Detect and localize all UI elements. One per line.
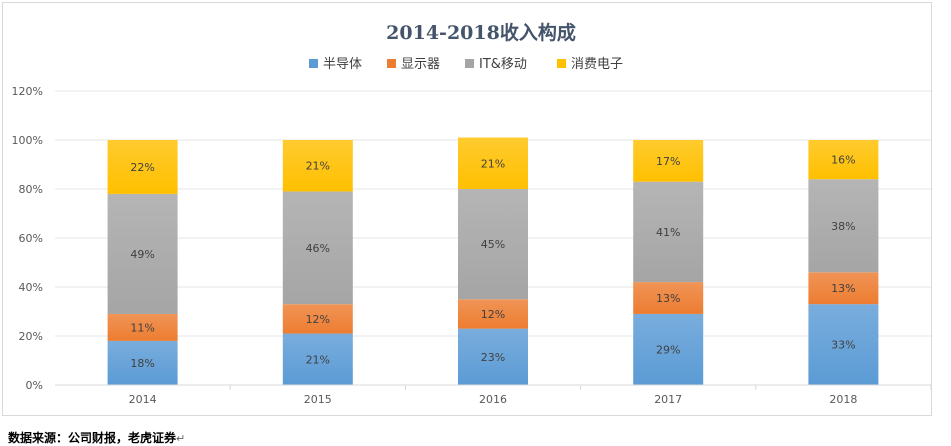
- data-label: 21%: [306, 353, 330, 366]
- bar-segment: [633, 181, 704, 283]
- chart-area: 2014-2018收入构成 半导体 显示器 IT&移动 消费电子 0% 20% 40% 60…: [2, 2, 932, 416]
- data-label: 41%: [656, 226, 680, 239]
- data-label: 46%: [306, 242, 330, 255]
- x-axis: 2014 2015 2016 2017 2018: [55, 384, 931, 406]
- chart-title: 2014-2018收入构成: [386, 21, 576, 44]
- y-tick-label: 40%: [19, 281, 43, 294]
- legend-swatch: [465, 59, 474, 68]
- x-tick-label: 2014: [129, 393, 157, 406]
- y-tick-label: 80%: [19, 183, 43, 196]
- data-label: 29%: [656, 343, 680, 356]
- bar-segment: [808, 272, 879, 305]
- bar-stack-2018: 33% 13% 38% 16%: [808, 140, 879, 385]
- legend-item: 半导体: [309, 57, 362, 72]
- data-label: 12%: [306, 313, 330, 326]
- y-tick-label: 100%: [12, 134, 43, 147]
- data-label: 13%: [656, 292, 680, 305]
- bar-segment: [458, 328, 528, 385]
- bar-segment: [282, 191, 353, 305]
- data-label: 33%: [831, 339, 855, 352]
- bars: 18% 11% 49% 22% 21% 12% 46% 21% 23% 12% 45% 21% 29% 1…: [107, 137, 879, 385]
- source-note: 数据来源：公司财报，老虎证券↵: [8, 429, 185, 446]
- x-tick-label: 2018: [829, 393, 857, 406]
- bar-segment: [458, 137, 528, 189]
- data-label: 13%: [831, 282, 855, 295]
- legend-label: 半导体: [323, 57, 362, 72]
- bar-segment: [458, 299, 528, 329]
- data-label: 21%: [481, 157, 505, 170]
- bar-segment: [633, 282, 704, 314]
- data-label: 21%: [306, 160, 330, 173]
- y-tick-label: 60%: [19, 232, 43, 245]
- legend-swatch: [387, 59, 396, 68]
- stacked-bar-chart: 2014-2018收入构成 半导体 显示器 IT&移动 消费电子 0% 20% 40% 60…: [12, 21, 931, 406]
- bar-stack-2016: 23% 12% 45% 21%: [458, 137, 528, 385]
- y-axis: 0% 20% 40% 60% 80% 100% 120%: [12, 85, 43, 392]
- return-mark: ↵: [176, 432, 186, 445]
- legend-item: IT&移动: [465, 57, 527, 72]
- x-tick-label: 2015: [304, 393, 332, 406]
- bar-segment: [808, 304, 879, 385]
- bar-segment: [282, 304, 353, 334]
- bar-segment: [633, 313, 704, 385]
- data-label: 22%: [130, 161, 154, 174]
- legend-swatch: [557, 59, 566, 68]
- y-tick-label: 20%: [19, 330, 43, 343]
- bar-segment: [458, 189, 528, 300]
- bar-segment: [808, 140, 879, 180]
- y-tick-label: 120%: [12, 85, 43, 98]
- bar-segment: [107, 340, 178, 385]
- legend-label: 显示器: [401, 57, 440, 72]
- bar-stack-2017: 29% 13% 41% 17%: [633, 140, 704, 385]
- data-label: 23%: [481, 351, 505, 364]
- y-tick-label: 0%: [26, 379, 43, 392]
- legend-label: 消费电子: [571, 57, 623, 72]
- data-label: 45%: [481, 238, 505, 251]
- bar-stack-2014: 18% 11% 49% 22%: [107, 140, 178, 385]
- legend-item: 显示器: [387, 57, 440, 72]
- data-label: 38%: [831, 220, 855, 233]
- data-label: 12%: [481, 308, 505, 321]
- bar-segment: [282, 140, 353, 192]
- x-tick-label: 2017: [654, 393, 682, 406]
- x-tick-label: 2016: [479, 393, 507, 406]
- legend-label: IT&移动: [479, 57, 527, 72]
- bar-segment: [633, 140, 704, 182]
- bar-segment: [808, 179, 879, 273]
- data-label: 17%: [656, 155, 680, 168]
- data-label: 11%: [130, 321, 154, 334]
- data-label: 16%: [831, 154, 855, 167]
- legend-swatch: [309, 59, 318, 68]
- legend: 半导体 显示器 IT&移动 消费电子: [309, 57, 623, 72]
- source-text: 数据来源：公司财报，老虎证券: [8, 431, 177, 445]
- bar-segment: [107, 140, 178, 194]
- bar-segment: [107, 193, 178, 314]
- bar-segment: [282, 333, 353, 385]
- bar-segment: [107, 313, 178, 341]
- data-label: 49%: [130, 248, 154, 261]
- legend-item: 消费电子: [557, 57, 623, 72]
- data-label: 18%: [130, 357, 154, 370]
- bar-stack-2015: 21% 12% 46% 21%: [282, 140, 353, 385]
